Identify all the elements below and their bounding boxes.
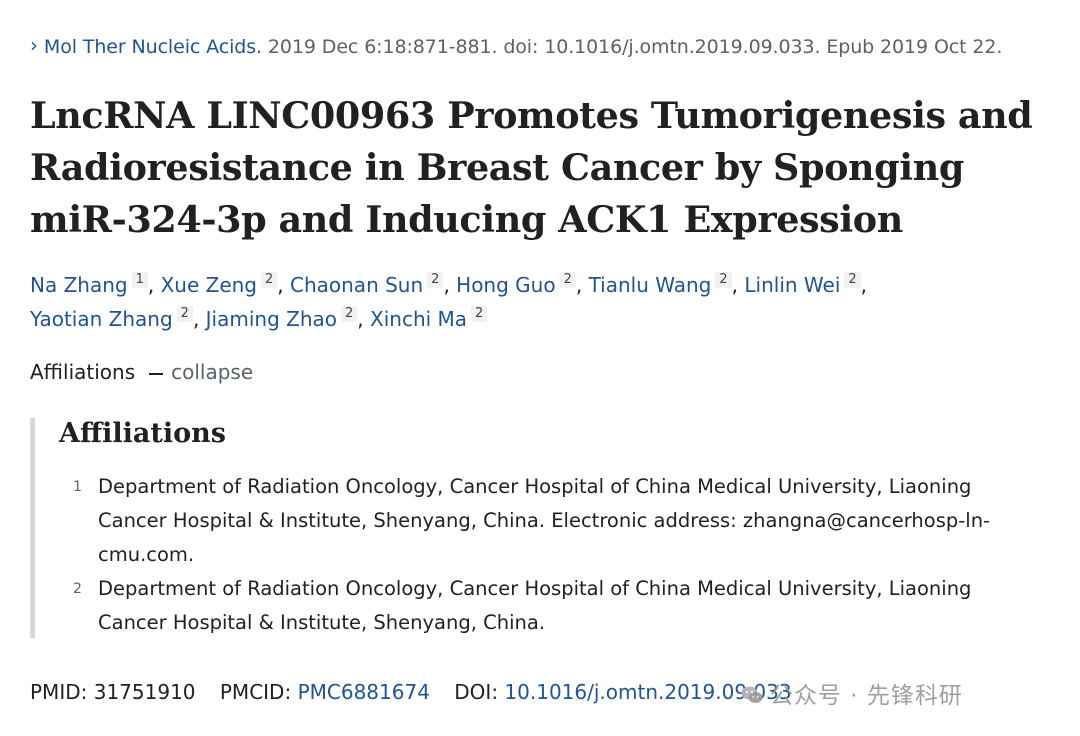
affiliation-ref[interactable]: 2 xyxy=(471,306,488,322)
author-link[interactable]: Chaonan Sun xyxy=(290,273,424,297)
author-link[interactable]: Hong Guo xyxy=(456,273,556,297)
affiliation-number: 1 xyxy=(73,479,82,495)
author-item: Na Zhang 1, xyxy=(30,272,161,297)
author-list: Na Zhang 1, Xue Zeng 2, Chaonan Sun 2, Hong… xyxy=(30,268,1030,336)
journal-link[interactable]: Mol Ther Nucleic Acids. xyxy=(43,36,262,58)
author-separator: , xyxy=(147,273,161,297)
affiliation-ref[interactable]: 2 xyxy=(715,272,732,288)
affiliations-toggle[interactable]: Affiliations collapse xyxy=(30,360,253,384)
affiliation-item: 2 Department of Radiation Oncology, Canc… xyxy=(59,572,1019,640)
affiliations-list: 1 Department of Radiation Oncology, Canc… xyxy=(59,470,1019,640)
collapse-link[interactable]: collapse xyxy=(171,360,254,384)
citation-line: › Mol Ther Nucleic Acids. 2019 Dec 6:18:8… xyxy=(30,33,1003,58)
affiliations-toggle-label: Affiliations xyxy=(30,360,136,384)
affiliation-ref[interactable]: 1 xyxy=(131,272,148,288)
author-link[interactable]: Jiaming Zhao xyxy=(205,307,338,331)
minus-icon xyxy=(149,372,164,375)
author-link[interactable]: Linlin Wei xyxy=(744,273,841,297)
affiliation-number: 2 xyxy=(73,581,82,597)
wechat-icon xyxy=(741,686,763,703)
author-item: Hong Guo 2, xyxy=(456,272,589,297)
author-separator: , xyxy=(860,273,868,297)
affiliation-text: Department of Radiation Oncology, Cancer… xyxy=(98,577,972,634)
affiliation-ref[interactable]: 2 xyxy=(261,272,278,288)
author-item: Xinchi Ma 2 xyxy=(370,306,488,331)
author-separator: , xyxy=(277,273,290,297)
watermark-text: 公众号 · 先锋科研 xyxy=(770,683,963,709)
author-separator: , xyxy=(357,307,371,331)
affiliations-panel: Affiliations 1 Department of Radiation O… xyxy=(30,418,1035,638)
author-item: Tianlu Wang 2, xyxy=(588,272,745,297)
article-title: LncRNA LINC00963 Promotes Tumorigenesis … xyxy=(30,94,1033,241)
article-identifiers: PMID: 31751910 PMCID: PMC6881674 DOI: 10… xyxy=(30,680,792,704)
author-separator: , xyxy=(731,273,745,297)
affiliation-ref[interactable]: 2 xyxy=(176,306,193,322)
chevron-right-icon[interactable]: › xyxy=(30,33,38,57)
pmid-label: PMID: xyxy=(30,680,88,704)
author-link[interactable]: Na Zhang xyxy=(30,273,128,297)
author-link[interactable]: Tianlu Wang xyxy=(588,273,712,297)
author-separator: , xyxy=(443,273,457,297)
pmcid-link[interactable]: PMC6881674 xyxy=(297,680,430,704)
author-item: Chaonan Sun 2, xyxy=(290,272,457,297)
author-link[interactable]: Yaotian Zhang xyxy=(30,307,173,331)
affiliation-ref[interactable]: 2 xyxy=(844,272,861,288)
pmid-value: 31751910 xyxy=(93,680,196,704)
affiliations-heading: Affiliations xyxy=(59,418,226,449)
pmcid-label: PMCID: xyxy=(219,680,292,704)
affiliation-item: 1 Department of Radiation Oncology, Canc… xyxy=(59,470,1019,572)
affiliation-ref[interactable]: 2 xyxy=(427,272,444,288)
author-separator: , xyxy=(192,307,206,331)
author-item: Linlin Wei 2, xyxy=(744,272,868,297)
doi-label: DOI: xyxy=(454,680,499,704)
citation-details: 2019 Dec 6:18:871-881. doi: 10.1016/j.om… xyxy=(261,36,1003,58)
affiliation-ref[interactable]: 2 xyxy=(559,272,576,288)
watermark: 公众号 · 先锋科研 xyxy=(740,676,963,710)
author-separator: , xyxy=(575,273,589,297)
author-link[interactable]: Xue Zeng xyxy=(160,273,257,297)
affiliation-ref[interactable]: 2 xyxy=(341,306,358,322)
affiliation-text: Department of Radiation Oncology, Cancer… xyxy=(98,475,991,566)
author-item: Xue Zeng 2, xyxy=(160,272,290,297)
author-item: Jiaming Zhao 2, xyxy=(205,306,371,331)
author-item: Yaotian Zhang 2, xyxy=(30,306,206,331)
author-link[interactable]: Xinchi Ma xyxy=(370,307,468,331)
